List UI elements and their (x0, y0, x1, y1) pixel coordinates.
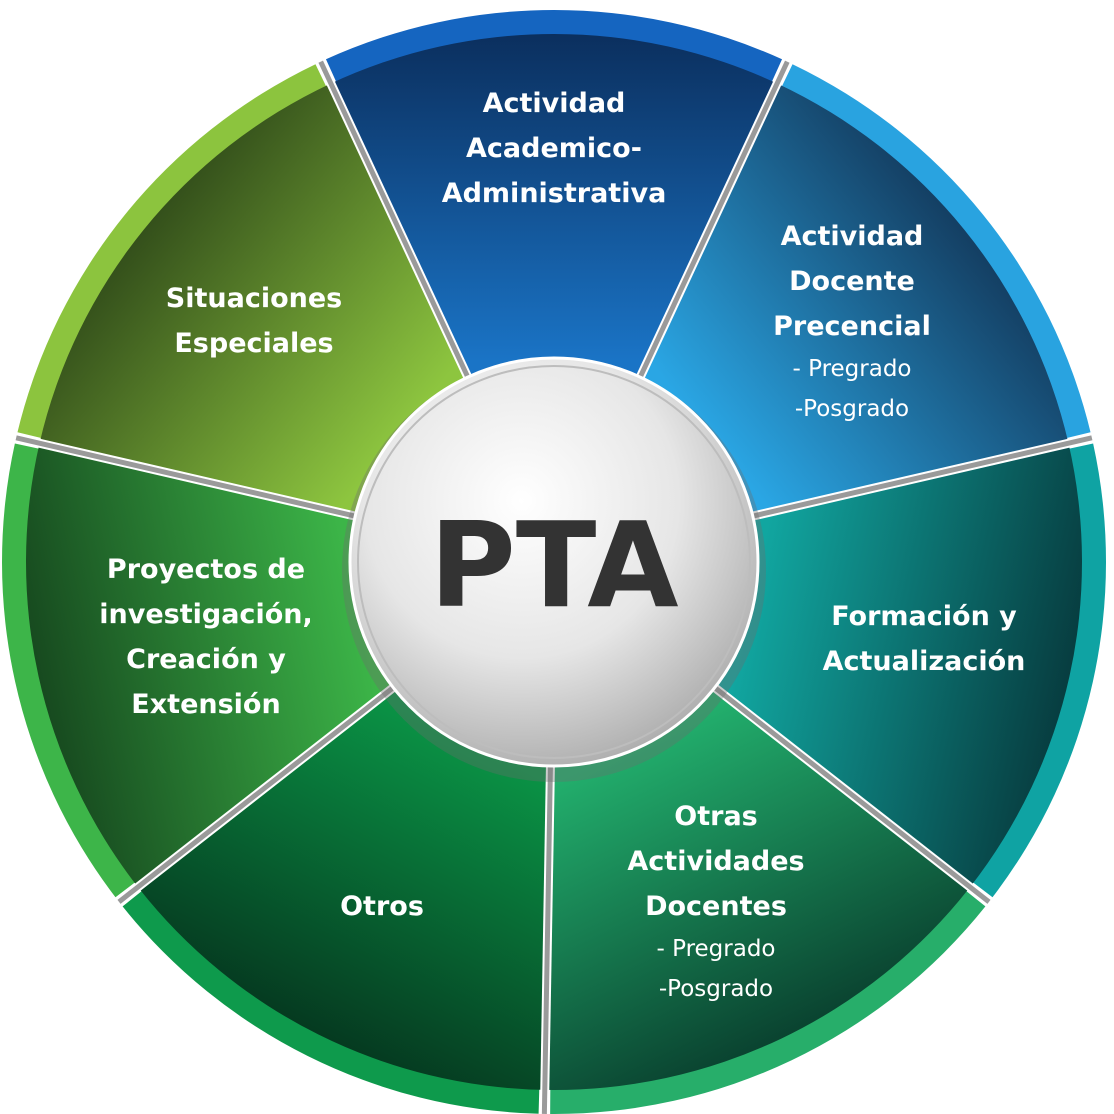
divider-line (748, 435, 1093, 520)
label-otros-line: Otros (340, 891, 424, 922)
divider-line (318, 60, 472, 382)
label-docente-presencial-line: Precencial (773, 311, 931, 342)
label-formacion-line: Formación y (831, 601, 1017, 632)
label-proyectos-line: Extensión (131, 689, 280, 720)
hub-label: PTA (429, 496, 678, 634)
label-docente-presencial-sub: - Pregrado (793, 356, 912, 382)
label-docente-presencial-sub: -Posgrado (795, 396, 909, 422)
hub-disc (348, 356, 760, 768)
rim-arc-otras-actividades (550, 890, 986, 1114)
segment-labels: Actividad Academico-AdministrativaActivid… (99, 88, 1025, 1002)
label-docente-presencial: Actividad Docente Precencial - Pregrado -Pos… (773, 221, 931, 422)
label-situaciones-line: Situaciones (166, 283, 342, 314)
label-otras-actividades-line: Docentes (645, 891, 787, 922)
label-otras-actividades-line: Otras (674, 801, 757, 832)
rim-arc-proyectos (2, 443, 137, 898)
label-proyectos: Proyectos de investigación, Creación y Exte… (99, 554, 312, 720)
label-situaciones: Situaciones Especiales (166, 283, 342, 359)
rim-arc-academico-administrativa (325, 10, 783, 83)
divider-line (710, 683, 991, 904)
label-formacion-line: Actualización (823, 646, 1026, 677)
slice-docente-presencial (634, 83, 1069, 520)
slice-proyectos (26, 443, 405, 888)
label-situaciones-line: Especiales (174, 328, 333, 359)
divider-line (117, 683, 398, 904)
rim-arc-otros (122, 890, 540, 1114)
label-otras-actividades: Otras Actividades Docentes - Pregrado -Posgr… (627, 801, 804, 1002)
label-proyectos-line: Proyectos de (107, 554, 305, 585)
hub-inner-ring (357, 365, 751, 759)
label-docente-presencial-line: Docente (789, 266, 915, 297)
label-academico-administrativa-line: Academico- (466, 133, 642, 164)
label-otros: Otros (340, 891, 424, 922)
rim-arc-formacion (971, 443, 1106, 898)
divider-line (541, 761, 554, 1114)
center-hub: PTA (342, 356, 766, 782)
slice-formacion (703, 443, 1082, 888)
label-otras-actividades-line: Actividades (627, 846, 804, 877)
divider-line (15, 435, 360, 520)
label-proyectos-line: investigación, (99, 599, 312, 630)
label-formacion: Formación y Actualización (823, 601, 1026, 677)
slice-situaciones (39, 83, 474, 520)
label-docente-presencial-line: Actividad (781, 221, 924, 252)
label-academico-administrativa: Actividad Academico- Administrativa (442, 88, 667, 209)
label-academico-administrativa-line: Administrativa (442, 178, 667, 209)
label-otras-actividades-sub: - Pregrado (657, 936, 776, 962)
label-academico-administrativa-line: Actividad (483, 88, 626, 119)
divider-line (636, 60, 790, 382)
slices (26, 33, 1082, 1090)
dividers (15, 59, 1093, 1114)
label-otras-actividades-sub: -Posgrado (659, 976, 773, 1002)
label-proyectos-line: Creación y (126, 644, 286, 675)
slice-otras-actividades (544, 678, 971, 1090)
slice-otros (137, 678, 551, 1090)
slice-academico-administrativa (330, 33, 778, 390)
